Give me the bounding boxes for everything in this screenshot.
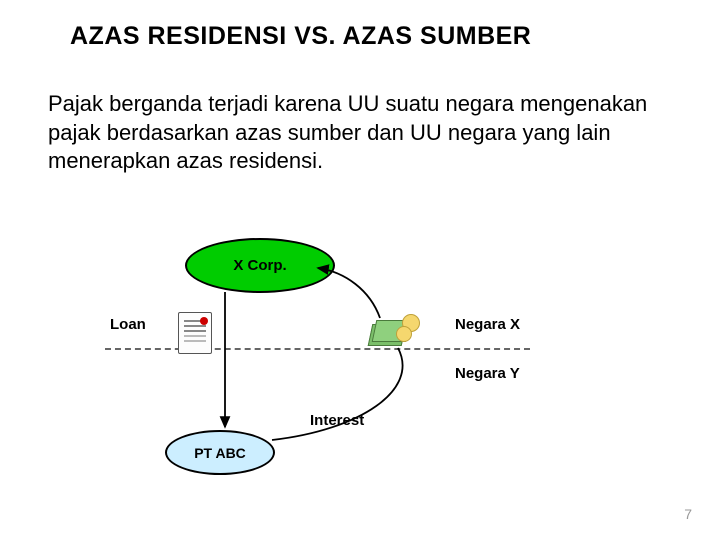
country-divider-line	[105, 348, 530, 350]
diagram-arrows	[0, 220, 720, 480]
diagram-area: X Corp. PT ABC Loan Negara X Negara Y In…	[0, 220, 720, 480]
slide-title: AZAS RESIDENSI VS. AZAS SUMBER	[70, 22, 531, 51]
negara-x-label: Negara X	[455, 316, 520, 333]
negara-y-label: Negara Y	[455, 365, 520, 382]
node-xcorp-label: X Corp.	[233, 257, 286, 274]
interest-label: Interest	[310, 412, 364, 429]
coin-icon	[396, 326, 412, 342]
loan-label: Loan	[110, 316, 146, 333]
document-icon	[178, 312, 212, 354]
money-stack-icon	[370, 312, 420, 350]
node-xcorp: X Corp.	[185, 238, 335, 293]
node-ptabc-label: PT ABC	[194, 445, 246, 461]
page-number: 7	[684, 506, 692, 522]
node-ptabc: PT ABC	[165, 430, 275, 475]
slide-body-text: Pajak berganda terjadi karena UU suatu n…	[48, 90, 672, 176]
